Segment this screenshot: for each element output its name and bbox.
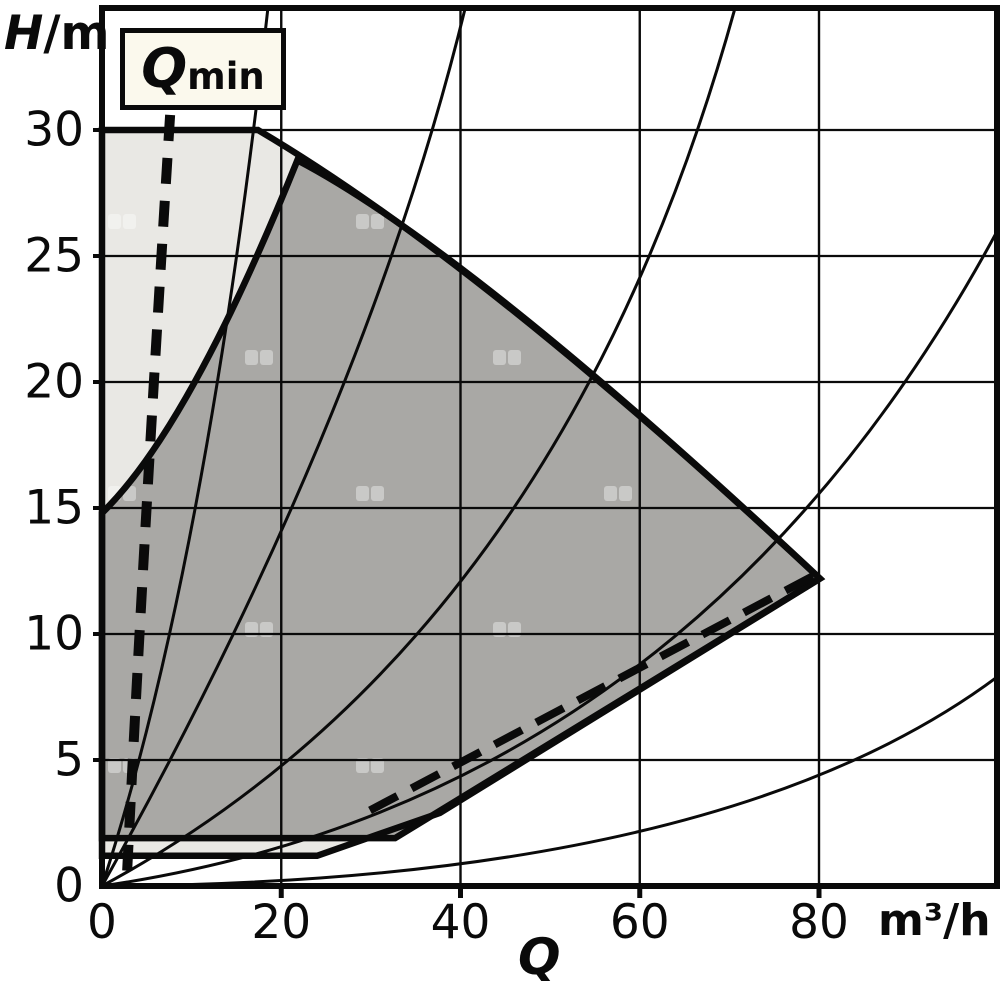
watermark-tile (756, 350, 769, 365)
watermark-tile (604, 486, 617, 501)
y-axis-unit: /m (43, 6, 110, 61)
watermark-tile (371, 486, 384, 501)
iso-curve-3 (101, 8, 737, 888)
y-tick-label-15: 15 (24, 481, 84, 536)
watermark-tile (867, 486, 880, 501)
watermark-tile (356, 486, 369, 501)
watermark-tile (260, 350, 273, 365)
watermark-tile (356, 758, 369, 773)
iso-curve-1 (100, 8, 270, 887)
watermark-tile (371, 758, 384, 773)
watermark-tile (371, 214, 384, 229)
x-tick-label-60: 60 (610, 895, 670, 950)
watermark-tile (493, 350, 506, 365)
watermark-tile (852, 214, 865, 229)
x-tick-label-80: 80 (789, 895, 849, 950)
watermark-tile (108, 758, 121, 773)
watermark-tile (619, 214, 632, 229)
y-tick-label-10: 10 (24, 607, 84, 662)
watermark-tile (867, 758, 880, 773)
watermark-tile (741, 350, 754, 365)
y-tick-label-20: 20 (24, 355, 84, 410)
watermark-tile (245, 350, 258, 365)
y-tick-label-25: 25 (24, 229, 84, 284)
watermark-tile (508, 350, 521, 365)
iso-curve-2 (100, 8, 467, 887)
qmin-dashed-lower (368, 567, 825, 814)
y-axis-unit-label: H/m (4, 6, 109, 61)
watermark-tile (123, 214, 136, 229)
qmin-dashed-curve (122, 114, 176, 873)
x-axis-unit-label: m³/h (878, 895, 991, 946)
plot-border (99, 5, 1000, 889)
watermark-tile (852, 758, 865, 773)
qmin-symbol: Q (141, 37, 188, 100)
x-tick-label-0: 0 (87, 895, 117, 950)
watermark-tile (356, 214, 369, 229)
watermark-tile (867, 214, 880, 229)
operating-field-outline (98, 155, 826, 842)
watermark-tile (108, 214, 121, 229)
y-tick-label-30: 30 (24, 103, 84, 158)
x-tick-label-40: 40 (431, 895, 491, 950)
watermark-tile (619, 486, 632, 501)
y-tick-label-0: 0 (54, 859, 84, 914)
watermark-tile (852, 486, 865, 501)
x-axis-symbol-label: Q (518, 928, 561, 986)
watermark-tile (604, 214, 617, 229)
iso-curve-5 (101, 675, 999, 888)
watermark-tile (619, 758, 632, 773)
y-axis-symbol: H (4, 6, 44, 61)
watermark-tile (604, 758, 617, 773)
x-tick-label-20: 20 (251, 895, 311, 950)
qmin-subscript: min (187, 54, 265, 98)
y-tick-label-5: 5 (54, 733, 84, 788)
